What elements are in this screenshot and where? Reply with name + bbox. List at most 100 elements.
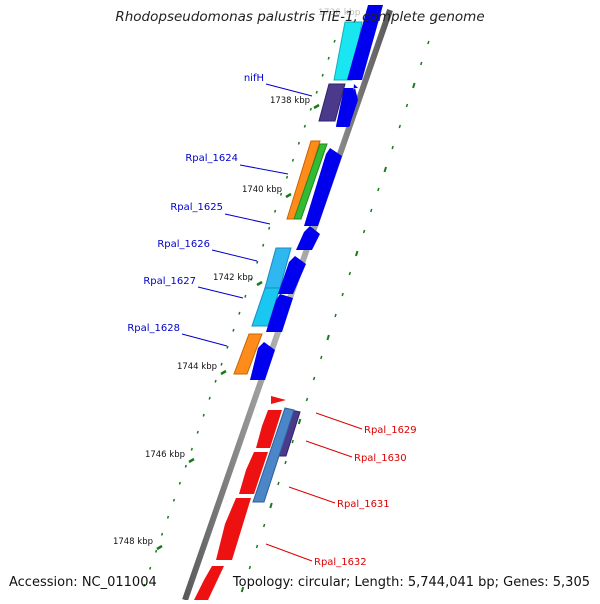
steelblue-feature-1631 (252, 407, 295, 503)
inner-ring-dot (184, 464, 187, 468)
inner-ring-dot (303, 124, 306, 128)
inner-ring-dot (190, 447, 193, 451)
outer-ring-dash (334, 313, 337, 318)
inner-ring-dot (208, 396, 211, 400)
inner-ring-dot (149, 566, 152, 570)
outer-ring-dash (305, 397, 309, 402)
inner-ring-dot (297, 141, 301, 145)
outer-ring-dash (341, 292, 344, 297)
inner-ring-dot (226, 345, 229, 349)
tick-mark (285, 192, 292, 199)
outer-ring-dash (434, 19, 437, 24)
outer-ring-dash (377, 187, 380, 192)
tick-mark (220, 369, 227, 376)
inner-ring-dot (273, 209, 277, 213)
top-tick-label: 1736 kbp (318, 8, 361, 18)
outer-ring-dash (262, 523, 266, 528)
tick-mark (313, 103, 320, 110)
outer-ring-dash (348, 271, 352, 276)
inner-ring-dot (262, 243, 265, 247)
forward-gene-arrows (250, 5, 383, 380)
gene-label: Rpal_1631 (337, 499, 390, 510)
gene-label: Rpal_1626 (157, 239, 210, 250)
outer-ring-dash (297, 418, 302, 425)
outer-ring-dash (391, 145, 394, 150)
inner-ring-dot (172, 498, 176, 502)
outer-ring-dash (269, 502, 273, 509)
gene-label: Rpal_1625 (170, 202, 223, 213)
purple-feature-nifh (318, 83, 346, 122)
inner-ring-dot (309, 107, 312, 111)
inner-ring-dot (333, 39, 336, 43)
outer-ring-dash (284, 460, 287, 465)
inner-ring-dot (244, 294, 247, 298)
inner-ring-dot (166, 515, 170, 519)
outer-ring-dash (405, 103, 409, 108)
gene-leader-line (211, 249, 258, 262)
genome-title: Rhodopseudomonas palustris TIE-1, comple… (115, 9, 485, 25)
gene-leader-line (315, 412, 363, 430)
gene-leader-line (265, 543, 313, 562)
inner-ring-dot (327, 56, 330, 60)
outer-ring-dash (320, 355, 323, 360)
outer-ring-dash (277, 481, 280, 486)
outer-ring-dash (312, 376, 316, 381)
inner-ring-dot (321, 73, 324, 77)
outer-ring-dash (427, 40, 430, 45)
tick-label: 1738 kbp (270, 96, 310, 106)
inner-ring-dot (220, 362, 223, 366)
reverse-gene-arrows (194, 396, 286, 600)
gene-leader-line (224, 213, 271, 225)
accession-text: Accession: NC_011004 (9, 575, 157, 590)
outer-ring-dash (355, 250, 359, 257)
tick-label: 1740 kbp (242, 185, 282, 195)
inner-ring-dot (315, 90, 318, 94)
inner-ring-dot (154, 549, 158, 553)
gene-labels: nifH Rpal_1624 Rpal_1625 Rpal_1626 Rpal_1627… (127, 73, 416, 568)
inner-ring-dot (196, 430, 199, 434)
inner-ring-dot (268, 226, 271, 230)
inner-ring-dot (256, 260, 259, 264)
inner-ring-dot (232, 328, 235, 332)
gene-label: Rpal_1629 (364, 425, 417, 436)
tick-mark (156, 544, 163, 551)
gene-leader-line (239, 164, 289, 175)
position-ticks: 1738 kbp 1740 kbp 1742 kbp 1744 kbp 1746 kbp… (113, 96, 320, 551)
outer-ring-dash (370, 208, 373, 213)
genome-summary: Topology: circular; Length: 5,744,041 bp… (232, 575, 590, 590)
inner-ring-dot (238, 311, 241, 315)
gene-leader-line (265, 83, 313, 97)
tick-label: 1742 kbp (213, 273, 253, 283)
gene-leader-line (197, 286, 244, 299)
tick-label: 1748 kbp (113, 537, 153, 547)
outer-ring-dash (255, 544, 259, 549)
gene-label: Rpal_1632 (314, 557, 367, 568)
outer-ring-dash (326, 334, 330, 341)
inner-ring-dot (202, 413, 205, 417)
inner-ring-dot (279, 192, 283, 196)
gene-label: Rpal_1627 (143, 276, 196, 287)
outer-ring-dash (398, 124, 402, 129)
gene-label: nifH (244, 73, 264, 84)
inner-ring-dot (250, 277, 253, 281)
outer-ring-dash (420, 61, 423, 66)
outer-ring-dash (240, 586, 245, 593)
gene-label: Rpal_1624 (185, 153, 238, 164)
orange-feature-1628 (233, 333, 263, 375)
tick-mark (188, 457, 195, 464)
inner-ring-dot (160, 532, 164, 536)
inner-ring-dot (285, 175, 289, 179)
outer-ring-dash (291, 439, 294, 444)
gene-leader-line (181, 333, 228, 347)
inner-ring-dot (143, 583, 146, 587)
inner-ring-dot (291, 158, 295, 162)
gene-leader-line (305, 440, 353, 458)
green-feature-1624 (293, 143, 328, 220)
outer-ring-dash (412, 82, 416, 89)
inner-ring-dot (178, 481, 182, 485)
gene-label: Rpal_1630 (354, 453, 407, 464)
tick-mark (256, 280, 263, 287)
outer-ring-dash (248, 565, 252, 570)
